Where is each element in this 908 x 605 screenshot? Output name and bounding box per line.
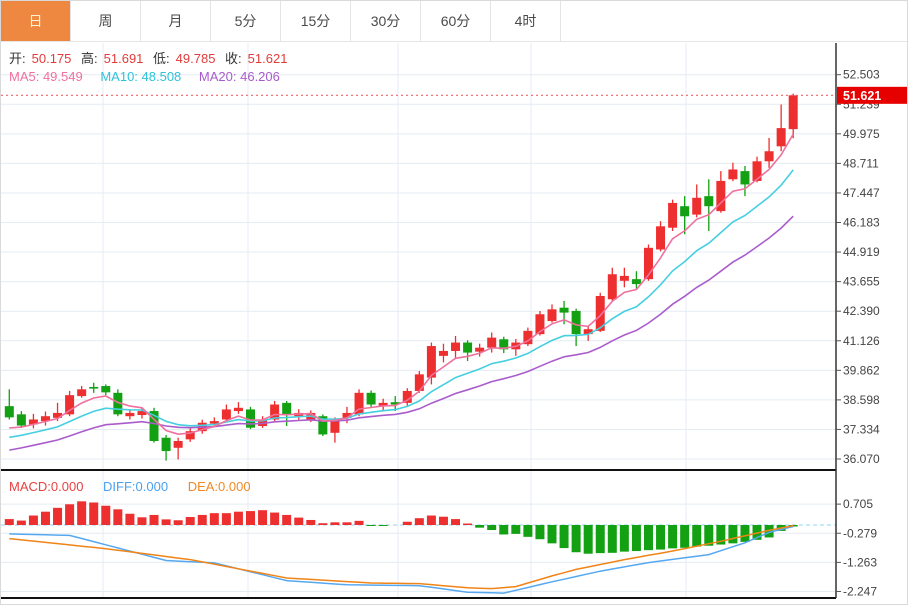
high-label: 高: xyxy=(81,51,98,66)
ma-lines-layer xyxy=(9,133,794,451)
open-label: 开: xyxy=(9,51,26,66)
low-label: 低: xyxy=(153,51,170,66)
dea-value: DEA:0.000 xyxy=(187,479,251,494)
macd-tick-label: 0.705 xyxy=(843,497,873,511)
macd-lines-layer xyxy=(9,524,794,594)
tab-15min[interactable]: 15分 xyxy=(281,1,351,41)
price-tick-label: 49.975 xyxy=(843,127,880,141)
tab-60min[interactable]: 60分 xyxy=(421,1,491,41)
open-value: 50.175 xyxy=(31,51,72,66)
macd-histogram-layer xyxy=(4,501,798,554)
macd-value: MACD:0.000 xyxy=(9,479,84,494)
price-tick-label: 41.126 xyxy=(843,334,880,348)
macd-tick-label: -2.247 xyxy=(843,585,877,599)
ohlc-info-row: 开: 50.175 高: 51.691 低: 49.785 收: 51.621 xyxy=(9,48,293,67)
price-tick-label: 44.919 xyxy=(843,245,880,259)
diff-value: DIFF:0.000 xyxy=(103,479,169,494)
low-value: 49.785 xyxy=(175,51,216,66)
tab-30min[interactable]: 30分 xyxy=(351,1,421,41)
price-tick-label: 48.711 xyxy=(843,156,879,170)
price-badge: 51.621 xyxy=(837,86,907,104)
macd-tick-label: -1.263 xyxy=(843,555,877,569)
price-tick-label: 38.598 xyxy=(843,393,880,407)
ma10-value: MA10: 48.508 xyxy=(100,69,182,84)
axis-labels-layer: 52.50351.23949.97548.71147.44746.18344.9… xyxy=(836,68,880,599)
high-value: 51.691 xyxy=(103,51,144,66)
price-tick-label: 52.503 xyxy=(843,68,880,82)
price-tick-label: 39.862 xyxy=(843,363,880,377)
dea-line xyxy=(9,524,794,590)
close-label: 收: xyxy=(225,51,242,66)
price-tick-label: 42.390 xyxy=(843,304,880,318)
tab-month[interactable]: 月 xyxy=(141,1,211,41)
ma5-line xyxy=(9,133,794,436)
price-tick-label: 47.447 xyxy=(843,186,880,200)
price-tick-label: 36.070 xyxy=(843,452,880,466)
price-tick-label: 46.183 xyxy=(843,216,880,230)
ma10-line xyxy=(9,169,794,439)
tab-5min[interactable]: 5分 xyxy=(211,1,281,41)
ma20-line xyxy=(9,215,794,451)
ma5-value: MA5: 49.549 xyxy=(9,69,83,84)
tab-4hour[interactable]: 4时 xyxy=(491,1,561,41)
candles-layer xyxy=(4,93,798,461)
axis-layer xyxy=(1,43,837,599)
tab-week[interactable]: 周 xyxy=(71,1,141,41)
macd-info-row: MACD:0.000 DIFF:0.000 DEA:0.000 xyxy=(9,479,257,494)
ma20-value: MA20: 46.206 xyxy=(198,69,280,84)
price-badge-value: 51.621 xyxy=(843,89,881,103)
close-value: 51.621 xyxy=(247,51,288,66)
tab-day[interactable]: 日 xyxy=(1,1,71,41)
period-tabbar: 日周月 5分 15分 30分 60分 4时 xyxy=(1,1,907,42)
price-tick-label: 37.334 xyxy=(843,422,880,436)
price-tick-label: 43.655 xyxy=(843,275,880,289)
grid-layer xyxy=(1,43,836,598)
ma-info-row: MA5: 49.549 MA10: 48.508 MA20: 46.206 xyxy=(9,69,286,84)
macd-tick-label: -0.279 xyxy=(843,526,877,540)
